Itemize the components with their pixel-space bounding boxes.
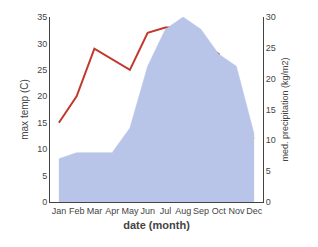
svg-text:Aug: Aug bbox=[175, 206, 191, 216]
svg-text:20: 20 bbox=[37, 91, 47, 101]
svg-text:25: 25 bbox=[37, 65, 47, 75]
svg-text:0: 0 bbox=[42, 197, 47, 207]
svg-text:35: 35 bbox=[37, 12, 47, 22]
svg-text:Jan: Jan bbox=[52, 206, 67, 216]
svg-text:30: 30 bbox=[266, 12, 276, 22]
svg-text:Jun: Jun bbox=[140, 206, 155, 216]
svg-text:Oct: Oct bbox=[212, 206, 227, 216]
svg-text:Nov: Nov bbox=[228, 206, 245, 216]
svg-text:5: 5 bbox=[266, 166, 271, 176]
svg-text:5: 5 bbox=[42, 171, 47, 181]
svg-text:Feb: Feb bbox=[69, 206, 85, 216]
svg-text:0: 0 bbox=[266, 197, 271, 207]
svg-text:10: 10 bbox=[266, 135, 276, 145]
svg-text:20: 20 bbox=[266, 74, 276, 84]
svg-text:Dec: Dec bbox=[246, 206, 263, 216]
svg-text:Mar: Mar bbox=[87, 206, 103, 216]
svg-text:date (month): date (month) bbox=[123, 219, 190, 231]
svg-text:10: 10 bbox=[37, 144, 47, 154]
svg-text:Sep: Sep bbox=[193, 206, 209, 216]
svg-text:Apr: Apr bbox=[105, 206, 119, 216]
svg-text:30: 30 bbox=[37, 39, 47, 49]
svg-text:15: 15 bbox=[37, 118, 47, 128]
svg-text:med. precipitation (kg/m2): med. precipitation (kg/m2) bbox=[280, 57, 290, 161]
svg-text:25: 25 bbox=[266, 43, 276, 53]
svg-text:max temp (C): max temp (C) bbox=[19, 79, 30, 140]
svg-text:May: May bbox=[121, 206, 139, 216]
svg-text:Jul: Jul bbox=[160, 206, 172, 216]
svg-text:15: 15 bbox=[266, 105, 276, 115]
